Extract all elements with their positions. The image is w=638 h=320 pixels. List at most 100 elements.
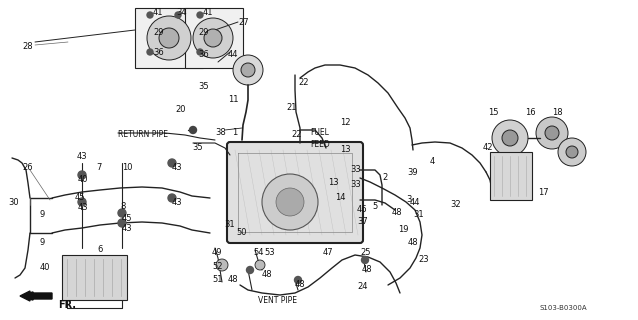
Text: 41: 41 (203, 8, 214, 17)
Text: 31: 31 (224, 220, 235, 229)
Text: 31: 31 (413, 210, 424, 219)
Text: 6: 6 (97, 245, 102, 254)
Text: 9: 9 (40, 238, 45, 247)
Text: 51: 51 (212, 275, 223, 284)
Text: 21: 21 (286, 103, 297, 112)
Text: 48: 48 (408, 238, 419, 247)
Bar (62, 255, 127, 300)
Text: 43: 43 (77, 152, 87, 161)
Circle shape (159, 28, 179, 48)
Text: 24: 24 (357, 282, 367, 291)
Bar (135, 8, 203, 68)
Circle shape (558, 138, 586, 166)
Circle shape (147, 16, 191, 60)
Circle shape (233, 55, 263, 85)
Circle shape (147, 12, 153, 18)
Text: 15: 15 (488, 108, 498, 117)
Text: 36: 36 (198, 50, 209, 59)
Text: 38: 38 (215, 128, 226, 137)
Circle shape (262, 174, 318, 230)
Text: 1: 1 (232, 128, 237, 137)
Text: 9: 9 (40, 210, 45, 219)
Circle shape (168, 194, 176, 202)
Text: 2: 2 (382, 173, 387, 182)
Text: 37: 37 (357, 217, 367, 226)
Text: 42: 42 (483, 143, 494, 152)
Text: 49: 49 (212, 248, 223, 257)
Text: 44: 44 (410, 198, 420, 207)
Text: 48: 48 (295, 280, 306, 289)
Circle shape (118, 219, 126, 227)
Circle shape (362, 257, 369, 263)
Text: 35: 35 (198, 82, 209, 91)
Text: 40: 40 (78, 175, 89, 184)
Text: 52: 52 (212, 262, 223, 271)
Text: 13: 13 (328, 178, 339, 187)
Circle shape (216, 259, 228, 271)
Text: 26: 26 (22, 163, 33, 172)
Text: 36: 36 (153, 48, 164, 57)
Text: 43: 43 (78, 203, 89, 212)
Text: 33: 33 (350, 165, 360, 174)
Bar (185, 8, 243, 68)
Circle shape (204, 29, 222, 47)
Text: 19: 19 (398, 225, 408, 234)
Text: 28: 28 (22, 42, 33, 51)
Circle shape (189, 126, 197, 133)
Circle shape (118, 209, 126, 217)
Circle shape (536, 117, 568, 149)
Text: 12: 12 (340, 118, 350, 127)
Text: 48: 48 (228, 275, 239, 284)
Circle shape (147, 49, 153, 55)
Text: FR.: FR. (58, 300, 76, 310)
Text: 25: 25 (360, 248, 371, 257)
Circle shape (241, 63, 255, 77)
Text: 39: 39 (407, 168, 418, 177)
Circle shape (193, 18, 233, 58)
Text: RETURN PIPE: RETURN PIPE (118, 130, 168, 139)
Text: VENT PIPE: VENT PIPE (258, 296, 297, 305)
Text: 47: 47 (323, 248, 334, 257)
Text: 30: 30 (8, 198, 19, 207)
Text: 8: 8 (120, 202, 126, 211)
Text: 41: 41 (153, 8, 163, 17)
Text: 20: 20 (175, 105, 186, 114)
Circle shape (295, 276, 302, 284)
Text: 5: 5 (372, 202, 377, 211)
Circle shape (545, 126, 559, 140)
Text: 33: 33 (350, 180, 360, 189)
Text: 23: 23 (418, 255, 429, 264)
Text: 43: 43 (122, 224, 133, 233)
Text: 54: 54 (253, 248, 263, 257)
Text: 3: 3 (406, 195, 412, 204)
Text: 35: 35 (192, 143, 203, 152)
Text: 17: 17 (538, 188, 549, 197)
Circle shape (255, 260, 265, 270)
Circle shape (175, 12, 181, 18)
Text: FUEL: FUEL (310, 128, 329, 137)
Text: 40: 40 (40, 263, 50, 272)
Text: 43: 43 (172, 198, 182, 207)
Text: 43: 43 (172, 163, 182, 172)
Circle shape (246, 267, 253, 274)
Text: 10: 10 (122, 163, 133, 172)
Circle shape (78, 171, 86, 179)
Text: 46: 46 (357, 205, 367, 214)
Text: S103-B0300A: S103-B0300A (540, 305, 588, 311)
Text: 29: 29 (198, 28, 209, 37)
Text: 29: 29 (153, 28, 163, 37)
Text: 4: 4 (430, 157, 435, 166)
Text: 44: 44 (228, 50, 239, 59)
Text: FEED: FEED (310, 140, 330, 149)
Text: 13: 13 (340, 145, 351, 154)
Text: 34: 34 (176, 8, 187, 17)
Circle shape (78, 198, 86, 206)
Text: 16: 16 (525, 108, 536, 117)
FancyArrow shape (20, 291, 52, 301)
Text: 22: 22 (291, 130, 302, 139)
FancyBboxPatch shape (227, 142, 363, 243)
Text: 7: 7 (96, 163, 101, 172)
Circle shape (197, 12, 203, 18)
Text: 18: 18 (552, 108, 563, 117)
Text: 53: 53 (264, 248, 274, 257)
